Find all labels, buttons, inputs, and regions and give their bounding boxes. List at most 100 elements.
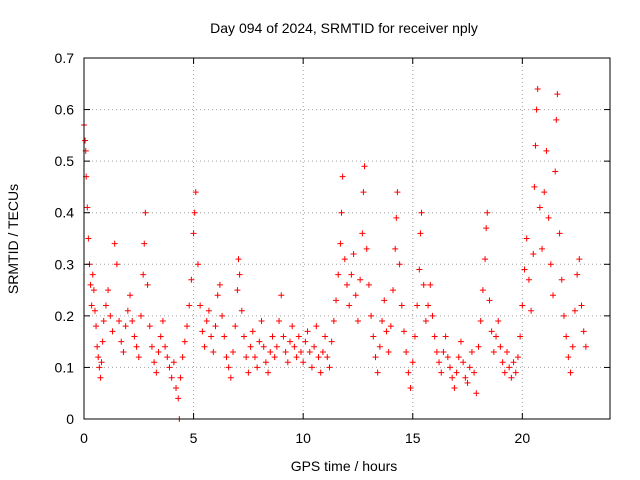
data-point <box>234 287 241 294</box>
data-point <box>122 323 129 330</box>
data-point <box>159 318 166 325</box>
data-point <box>348 271 355 278</box>
y-tick-label: 0.6 <box>55 102 75 118</box>
data-point <box>254 364 261 371</box>
data-point <box>127 292 134 299</box>
data-point <box>574 271 581 278</box>
data-point <box>269 333 276 340</box>
data-point <box>124 307 131 314</box>
data-point <box>219 312 226 319</box>
data-point <box>135 354 142 361</box>
data-point <box>276 318 283 325</box>
data-point <box>87 281 94 288</box>
x-tick-label: 10 <box>295 430 311 446</box>
data-point <box>304 328 311 335</box>
data-point <box>333 297 340 304</box>
data-point <box>249 328 256 335</box>
data-point <box>166 364 173 371</box>
data-point <box>466 364 473 371</box>
data-point <box>533 106 540 113</box>
data-point <box>495 318 502 325</box>
data-point <box>350 250 357 257</box>
data-point <box>267 348 274 355</box>
data-point <box>503 348 510 355</box>
data-point <box>523 235 530 242</box>
data-point <box>238 307 245 314</box>
data-point <box>473 390 480 397</box>
data-point <box>245 369 252 376</box>
data-point <box>547 261 554 268</box>
data-point <box>425 302 432 309</box>
data-point <box>427 281 434 288</box>
grid-lines <box>84 58 610 419</box>
data-point <box>400 328 407 335</box>
data-point <box>530 250 537 257</box>
data-points <box>81 85 589 422</box>
data-point <box>109 328 116 335</box>
data-point <box>235 256 242 263</box>
data-point <box>361 163 368 170</box>
data-point <box>82 137 89 144</box>
data-point <box>392 245 399 252</box>
data-point <box>84 204 91 211</box>
data-point <box>379 318 386 325</box>
x-tick-label: 5 <box>190 430 198 446</box>
data-point <box>289 323 296 330</box>
data-point <box>300 359 307 366</box>
data-point <box>168 374 175 381</box>
data-point <box>313 323 320 330</box>
data-point <box>444 354 451 361</box>
data-point <box>260 343 267 350</box>
data-point <box>335 271 342 278</box>
data-point <box>85 235 92 242</box>
data-point <box>315 354 322 361</box>
data-point <box>243 354 250 361</box>
data-point <box>223 354 230 361</box>
data-point <box>578 302 585 309</box>
data-point <box>197 302 204 309</box>
data-point <box>338 209 345 216</box>
data-point <box>532 142 539 149</box>
data-point <box>141 240 148 247</box>
data-point <box>438 369 445 376</box>
data-point <box>155 348 162 355</box>
data-point <box>508 374 515 381</box>
data-point <box>181 338 188 345</box>
data-point <box>536 204 543 211</box>
data-point <box>499 359 506 366</box>
data-point <box>93 323 100 330</box>
y-tick-label: 0.1 <box>55 359 75 375</box>
data-point <box>212 323 219 330</box>
data-point <box>541 189 548 196</box>
data-point <box>153 369 160 376</box>
data-point <box>449 374 456 381</box>
data-point <box>497 343 504 350</box>
data-point <box>317 369 324 376</box>
data-point <box>177 374 184 381</box>
data-point <box>560 312 567 319</box>
data-point <box>440 348 447 355</box>
data-point <box>553 116 560 123</box>
data-point <box>479 287 486 294</box>
data-point <box>179 354 186 361</box>
data-point <box>429 312 436 319</box>
data-point <box>558 276 565 283</box>
data-point <box>236 271 243 278</box>
data-point <box>352 292 359 299</box>
data-point <box>230 348 237 355</box>
data-point <box>258 318 265 325</box>
data-point <box>414 302 421 309</box>
data-point <box>571 307 578 314</box>
x-tick-label: 0 <box>80 430 88 446</box>
data-point <box>89 271 96 278</box>
x-tick-label: 20 <box>515 430 531 446</box>
data-point <box>453 369 460 376</box>
data-point <box>455 354 462 361</box>
data-point <box>308 364 315 371</box>
data-point <box>394 189 401 196</box>
data-point <box>251 354 258 361</box>
data-point <box>232 323 239 330</box>
data-point <box>205 307 212 314</box>
y-tick-label: 0.4 <box>55 205 75 221</box>
